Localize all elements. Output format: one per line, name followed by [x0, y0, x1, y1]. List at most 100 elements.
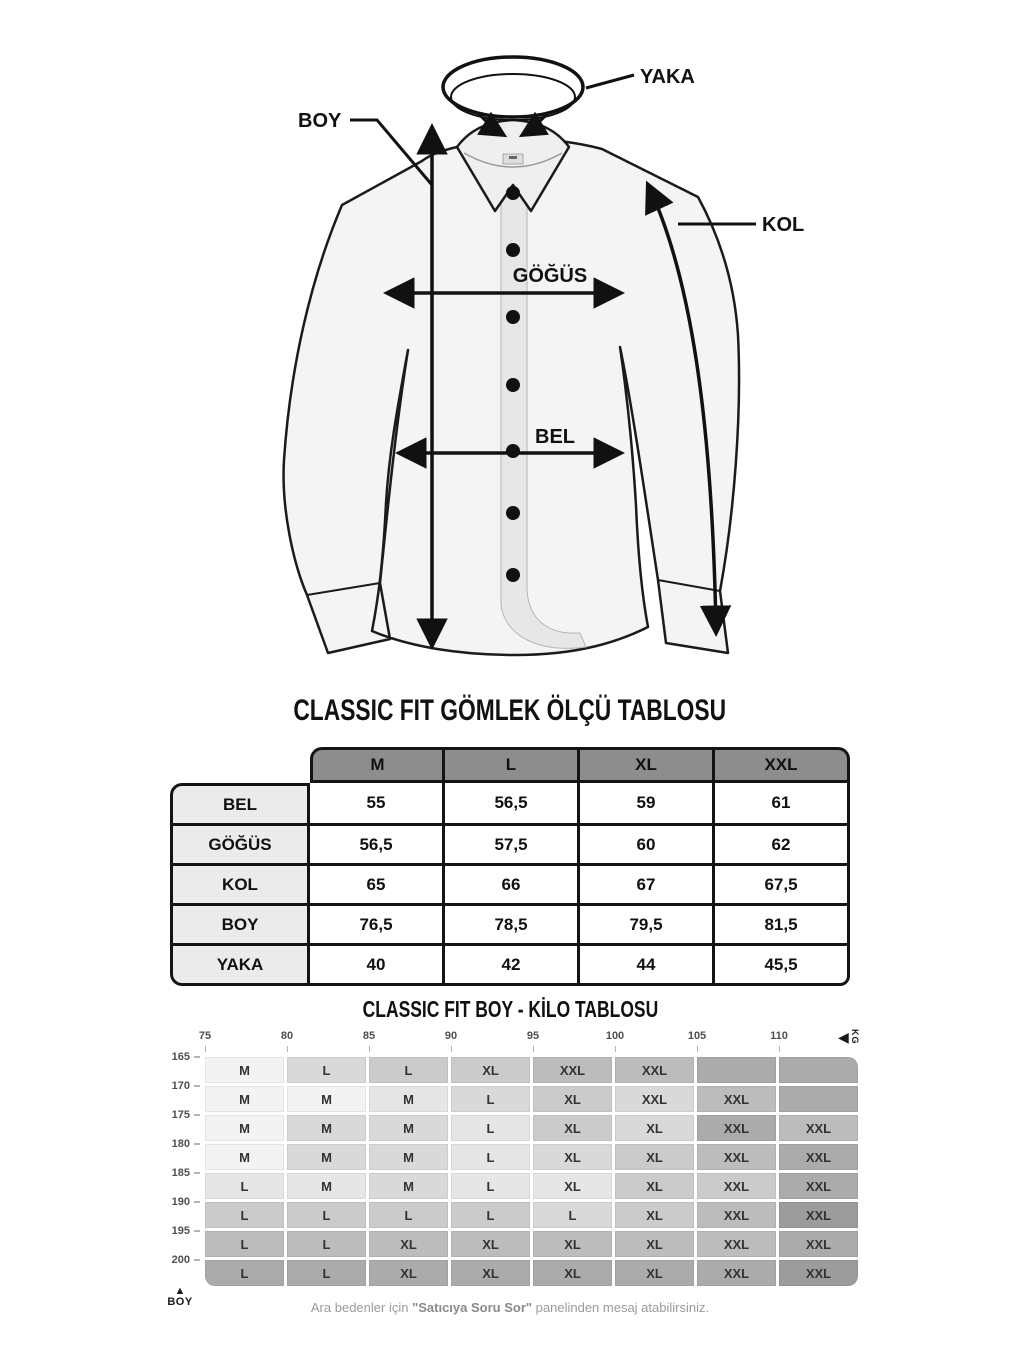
size-row-kol: KOL 65 66 67 67,5	[170, 866, 850, 906]
kilo-cell: XXL	[779, 1202, 858, 1228]
kilo-cell: L	[451, 1173, 530, 1199]
size-value: 44	[580, 946, 715, 986]
kilo-cell: XL	[615, 1260, 694, 1286]
height-axis-label: 170	[172, 1079, 200, 1093]
kilo-cell: XL	[451, 1260, 530, 1286]
kilo-cell: L	[205, 1202, 284, 1228]
size-value: 65	[310, 866, 445, 906]
kilo-cell: XXL	[697, 1231, 776, 1257]
kilo-cell: XL	[533, 1173, 612, 1199]
kilo-cell: XL	[615, 1144, 694, 1170]
height-axis-value: 170	[171, 1080, 190, 1092]
height-axis-tick	[194, 1114, 200, 1117]
kilo-cell: XL	[533, 1115, 612, 1141]
size-value: 66	[445, 866, 580, 906]
weight-axis-label: 95	[526, 1030, 540, 1042]
kilo-cell: XL	[615, 1173, 694, 1199]
kilo-cell: L	[205, 1173, 284, 1199]
size-value: 76,5	[310, 906, 445, 946]
label-boy: BOY	[298, 110, 342, 132]
kilo-cell: M	[287, 1115, 366, 1141]
size-table-title: CLASSIC FIT GÖMLEK ÖLÇÜ TABLOSU	[0, 694, 1020, 728]
height-axis-value: 200	[171, 1254, 190, 1266]
weight-axis-tick	[286, 1046, 288, 1052]
kilo-grid: M L L XL XXL XXL M M M L XL XXL XXL M M M L XL XL XXL XXL M M M…	[205, 1057, 861, 1286]
footer-highlight: "Satıcıya Soru Sor"	[412, 1300, 533, 1315]
size-col-header-m: M	[310, 747, 445, 783]
weight-axis-tick	[532, 1046, 534, 1052]
weight-axis-tick	[204, 1046, 206, 1052]
kilo-cell: M	[369, 1086, 448, 1112]
size-table-corner	[170, 747, 310, 783]
kilo-cell: XL	[615, 1202, 694, 1228]
kilo-cell: XXL	[615, 1057, 694, 1083]
size-table-title-text: CLASSIC FIT GÖMLEK ÖLÇÜ TABLOSU	[293, 694, 727, 727]
kilo-cell: L	[451, 1144, 530, 1170]
weight-axis-label: 85	[362, 1030, 376, 1042]
height-axis-label: 180	[172, 1137, 200, 1151]
kilo-cell: XL	[369, 1260, 448, 1286]
height-axis-tick	[194, 1143, 200, 1146]
brand-tag-mark	[509, 156, 517, 159]
height-axis-label: 200	[172, 1253, 200, 1267]
kilo-cell: XL	[533, 1144, 612, 1170]
label-gogus: GÖĞÜS	[513, 263, 587, 287]
kilo-cell: XXL	[779, 1144, 858, 1170]
height-axis-label: 195	[172, 1224, 200, 1238]
kilo-cell	[697, 1057, 776, 1083]
kilo-cell: XXL	[697, 1144, 776, 1170]
size-col-header-xxl: XXL	[715, 747, 850, 783]
size-value: 57,5	[445, 826, 580, 866]
weight-axis: 75 80 85 90 95 100 105 110	[199, 1030, 861, 1056]
kilo-cell: L	[287, 1231, 366, 1257]
size-row-label: GÖĞÜS	[170, 826, 310, 866]
size-value: 67,5	[715, 866, 850, 906]
size-value: 56,5	[310, 826, 445, 866]
size-value: 42	[445, 946, 580, 986]
kilo-cell: L	[287, 1202, 366, 1228]
weight-axis-label: 80	[280, 1030, 294, 1042]
size-col-header-xl: XL	[580, 747, 715, 783]
boy-axis-marker: ▲ BOY	[158, 1286, 202, 1309]
height-axis-label: 190	[172, 1195, 200, 1209]
kilo-cell: L	[205, 1260, 284, 1286]
size-row-label: KOL	[170, 866, 310, 906]
height-axis-value: 175	[171, 1109, 190, 1121]
kilo-cell: XL	[369, 1231, 448, 1257]
yaka-loop-inner	[450, 73, 576, 121]
kilo-cell: XXL	[697, 1086, 776, 1112]
kilo-cell: XL	[615, 1231, 694, 1257]
cuff-seam-left	[306, 582, 381, 596]
kilo-cell: M	[369, 1144, 448, 1170]
kilo-cell: L	[287, 1057, 366, 1083]
height-axis-tick	[194, 1085, 200, 1088]
height-axis-tick	[194, 1201, 200, 1204]
size-value: 79,5	[580, 906, 715, 946]
height-axis-value: 195	[171, 1225, 190, 1237]
kg-axis-label: KG	[849, 1029, 860, 1045]
kilo-cell: L	[205, 1231, 284, 1257]
kg-arrow-icon: ◀	[838, 1029, 849, 1045]
size-row-label: YAKA	[170, 946, 310, 986]
height-axis-tick	[194, 1172, 200, 1175]
kilo-cell: L	[533, 1202, 612, 1228]
size-row-yaka: YAKA 40 42 44 45,5	[170, 946, 850, 986]
yaka-leader	[585, 73, 635, 90]
weight-axis-tick	[614, 1046, 616, 1052]
kg-axis-icon: ◀ KG	[838, 1029, 860, 1045]
kilo-cell: XXL	[697, 1202, 776, 1228]
size-row-gogus: GÖĞÜS 56,5 57,5 60 62	[170, 826, 850, 866]
kilo-cell: L	[451, 1115, 530, 1141]
weight-axis-tick	[368, 1046, 370, 1052]
kilo-cell: L	[451, 1086, 530, 1112]
kilo-cell: XXL	[697, 1260, 776, 1286]
kilo-cell: XXL	[533, 1057, 612, 1083]
size-value: 59	[580, 783, 715, 826]
kilo-cell: XXL	[615, 1086, 694, 1112]
buttons	[506, 186, 520, 582]
kilo-cell: M	[205, 1057, 284, 1083]
size-row-label: BOY	[170, 906, 310, 946]
size-col-header-l: L	[445, 747, 580, 783]
size-value: 56,5	[445, 783, 580, 826]
kilo-cell: XXL	[779, 1115, 858, 1141]
